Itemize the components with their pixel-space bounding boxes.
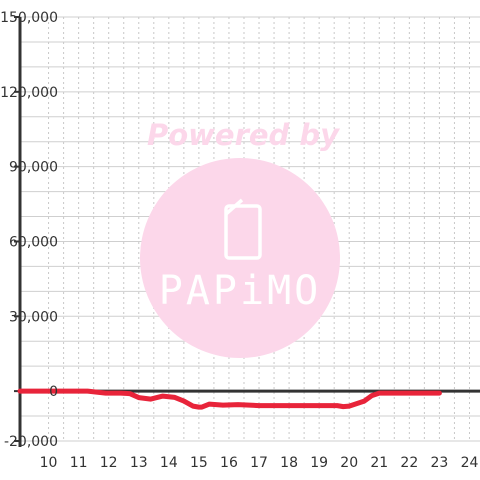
x-tick-label: 13: [130, 455, 148, 471]
series: [17, 388, 442, 410]
x-tick-label: 19: [310, 455, 328, 471]
y-tick-label: 150,000: [0, 10, 58, 26]
y-tick-label: 90,000: [9, 160, 58, 176]
x-tick-label: 16: [220, 455, 238, 471]
x-tick-label: 11: [70, 455, 88, 471]
x-tick-label: 18: [280, 455, 298, 471]
x-tick-label: 17: [250, 455, 268, 471]
tick-labels: -20,000 0 30,000 60,000 90,000 120,000 150,000…: [0, 10, 478, 471]
watermark: Powered by PAPiMO: [140, 118, 340, 358]
x-tick-label: 20: [340, 455, 358, 471]
x-tick-label: 14: [160, 455, 178, 471]
watermark-text: Powered by: [147, 118, 340, 152]
y-tick-label: -20,000: [4, 434, 58, 450]
x-tick-label: 10: [40, 455, 58, 471]
y-tick-label: 120,000: [0, 85, 58, 101]
y-tick-label: 30,000: [9, 309, 58, 325]
x-tick-label: 21: [370, 455, 388, 471]
phone-icon: [224, 198, 262, 260]
y-tick-label: 60,000: [9, 234, 58, 250]
y-tick-label: 0: [49, 384, 58, 400]
x-tick-label: 15: [190, 455, 208, 471]
x-tick-label: 23: [430, 455, 448, 471]
x-tick-label: 12: [100, 455, 118, 471]
watermark-logo-text: PAPiMO: [159, 268, 322, 314]
series-line-1: [17, 388, 442, 410]
x-tick-label: 24: [461, 455, 479, 471]
x-tick-label: 22: [400, 455, 418, 471]
